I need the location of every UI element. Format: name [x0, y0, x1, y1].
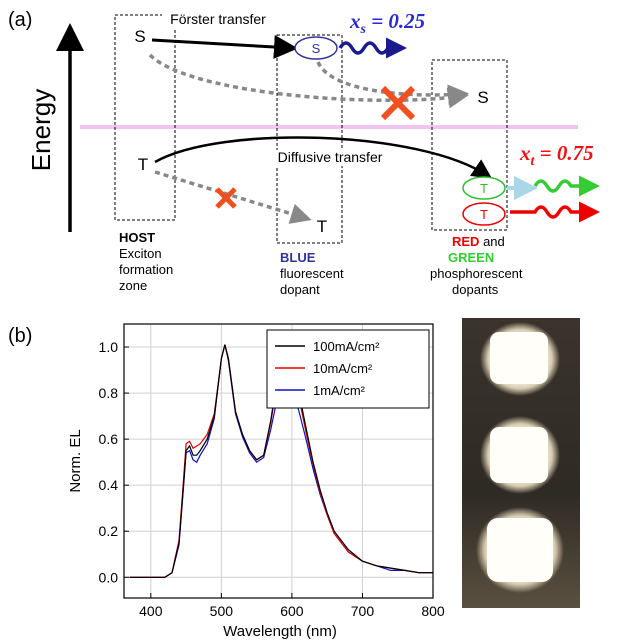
- green-emission: [533, 175, 600, 197]
- green-title: GREEN: [448, 250, 494, 265]
- and-text: and: [479, 234, 504, 249]
- blue-triplet: T: [317, 217, 327, 236]
- dopant-singlet: S: [477, 88, 488, 107]
- y-tick-label: 0.2: [99, 523, 119, 539]
- blue-title: BLUE: [280, 250, 316, 265]
- xt-var: x: [519, 141, 531, 165]
- plot-frame: [123, 323, 434, 599]
- pixel: [487, 518, 553, 582]
- host-line: zone: [119, 278, 147, 293]
- x-tick-label: 700: [351, 603, 375, 619]
- host-singlet: S: [134, 27, 145, 46]
- blue-line: dopant: [280, 282, 320, 297]
- blue-emission: [338, 37, 407, 59]
- x-axis-label: Wavelength (nm): [223, 623, 337, 640]
- diffusive-arrow: [154, 136, 493, 179]
- y-tick-label: 0.6: [99, 431, 119, 447]
- red-emission: [510, 201, 600, 223]
- host-box: [114, 14, 176, 221]
- host-line: Exciton: [119, 246, 162, 261]
- pixel: [490, 332, 548, 384]
- y-tick-label: 0.8: [99, 385, 119, 401]
- xs-label: xs = 0.25: [349, 9, 425, 37]
- blue-singlet: S: [312, 41, 321, 56]
- label-bg: [162, 10, 274, 28]
- pixel: [490, 427, 548, 483]
- xs-var: x: [349, 9, 361, 33]
- red-triplet: T: [480, 207, 488, 222]
- legend-label: 10mA/cm²: [313, 361, 373, 376]
- xt-sub: t: [531, 154, 536, 169]
- green-triplet: T: [480, 181, 488, 196]
- host-title: HOST: [119, 230, 155, 245]
- y-tick-label: 1.0: [99, 339, 119, 355]
- loss-arrow: [316, 61, 469, 106]
- panel-label: (b): [8, 325, 32, 347]
- xs-rest: = 0.25: [366, 9, 425, 33]
- x-tick-label: 500: [210, 603, 234, 619]
- x-tick-label: 800: [421, 603, 445, 619]
- blue-singlet-state: [294, 36, 338, 60]
- xt-rest: = 0.75: [534, 141, 593, 165]
- panel-label: (a): [8, 9, 32, 31]
- blue-line: fluorescent: [280, 266, 344, 281]
- y-tick-label: 0.4: [99, 477, 119, 493]
- phos-line: phosphorescent: [430, 266, 523, 281]
- red-title: RED: [452, 234, 479, 249]
- x-tick-label: 400: [139, 603, 163, 619]
- plot: 400 500 600 700 800 0.0 0.2 0.4 0.6 0.8 1.0 100mA/c…: [99, 323, 445, 619]
- forster-label: Förster transfer: [170, 11, 266, 27]
- cross-mark: [380, 85, 416, 121]
- x-tick-label: 600: [280, 603, 304, 619]
- xs-sub: s: [360, 22, 367, 37]
- diffusive-label: Diffusive transfer: [278, 149, 383, 165]
- phos-title: RED and: [452, 234, 505, 249]
- green-triplet-state: [462, 176, 506, 200]
- host-line: formation: [119, 262, 173, 277]
- label-bg: [270, 150, 390, 166]
- cross-mark: [215, 187, 237, 209]
- red-triplet-state: [462, 202, 506, 226]
- series-line: [129, 344, 433, 578]
- host-triplet: T: [138, 155, 148, 174]
- loss-arrow: [154, 170, 312, 224]
- legend-box: [266, 329, 430, 409]
- phos-box: [431, 59, 508, 231]
- legend-label: 1mA/cm²: [313, 383, 366, 398]
- forster-arrow: [151, 34, 298, 59]
- legend-label: 100mA/cm²: [313, 339, 380, 354]
- y-axis-label: Norm. EL: [67, 429, 84, 492]
- phos-line: dopants: [452, 282, 499, 297]
- y-tick-label: 0.0: [99, 569, 119, 585]
- energy-label: Energy: [26, 89, 56, 171]
- loss-arrow: [148, 53, 469, 109]
- xt-label: xt = 0.75: [519, 141, 594, 169]
